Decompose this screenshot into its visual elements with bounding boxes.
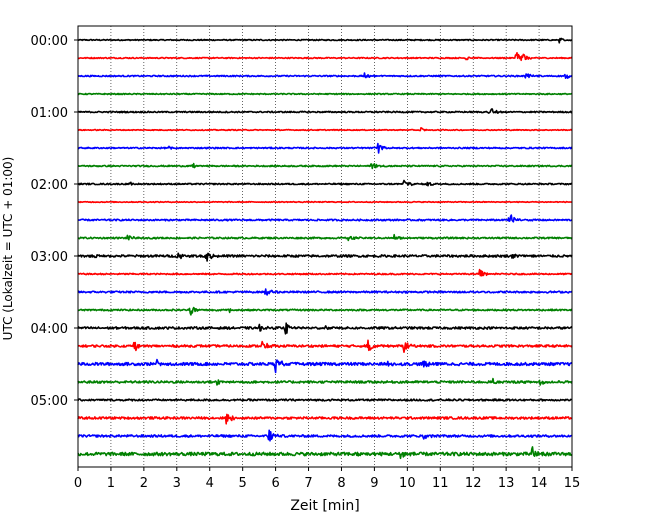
trace-0015	[77, 52, 573, 62]
y-axis-ticks: 00:00 01:00 02:00 03:00 04:00 05:00	[31, 34, 78, 409]
x-tick-label: 10	[399, 476, 416, 491]
y-tick-label: 05:00	[31, 394, 68, 409]
x-tick-label: 0	[74, 476, 82, 491]
x-axis-ticks: 0 1 2 3 4 5 6 7 8 9 10 11 12 13 14 15	[74, 467, 580, 491]
trace-0515	[77, 413, 573, 425]
trace-0245	[77, 233, 573, 242]
trace-0530	[77, 429, 573, 442]
x-axis-label: Zeit [min]	[290, 498, 359, 514]
trace-0030	[77, 72, 573, 79]
trace-0545	[77, 446, 573, 460]
y-tick-label: 02:00	[31, 178, 68, 193]
x-tick-label: 14	[531, 476, 548, 491]
trace-0145	[77, 162, 573, 170]
x-tick-label: 9	[370, 476, 378, 491]
seismogram-traces	[77, 37, 573, 460]
y-tick-label: 01:00	[31, 106, 68, 121]
x-tick-label: 11	[432, 476, 449, 491]
x-tick-label: 7	[304, 476, 312, 491]
plot-frame	[77, 25, 573, 468]
trace-0215	[77, 200, 573, 204]
x-tick-label: 5	[239, 476, 247, 491]
trace-0415	[77, 339, 573, 353]
y-tick-label: 03:00	[31, 250, 68, 265]
x-tick-label: 15	[564, 476, 581, 491]
y-axis-label: UTC (Lokalzeit = UTC + 01:00)	[1, 157, 15, 341]
trace-0130	[77, 142, 573, 154]
trace-0000	[77, 37, 573, 44]
x-tick-label: 4	[206, 476, 214, 491]
x-tick-label: 3	[173, 476, 181, 491]
x-tick-label: 12	[465, 476, 482, 491]
y-tick-label: 00:00	[31, 34, 68, 49]
trace-0300	[77, 252, 573, 262]
trace-0100	[77, 108, 573, 114]
trace-0400	[77, 322, 573, 335]
trace-0345	[77, 306, 573, 316]
trace-0045	[77, 92, 573, 96]
y-tick-label: 04:00	[31, 322, 68, 337]
x-tick-label: 2	[140, 476, 148, 491]
x-tick-label: 13	[498, 476, 515, 491]
trace-0445	[77, 377, 573, 386]
x-tick-label: 8	[337, 476, 345, 491]
trace-0200	[77, 179, 573, 187]
trace-0230	[77, 214, 573, 223]
x-tick-label: 6	[271, 476, 279, 491]
trace-0430	[77, 358, 573, 374]
trace-0115	[77, 127, 573, 132]
trace-0315	[77, 268, 573, 277]
trace-0330	[77, 288, 573, 296]
x-tick-label: 1	[107, 476, 115, 491]
trace-0500	[77, 398, 573, 402]
